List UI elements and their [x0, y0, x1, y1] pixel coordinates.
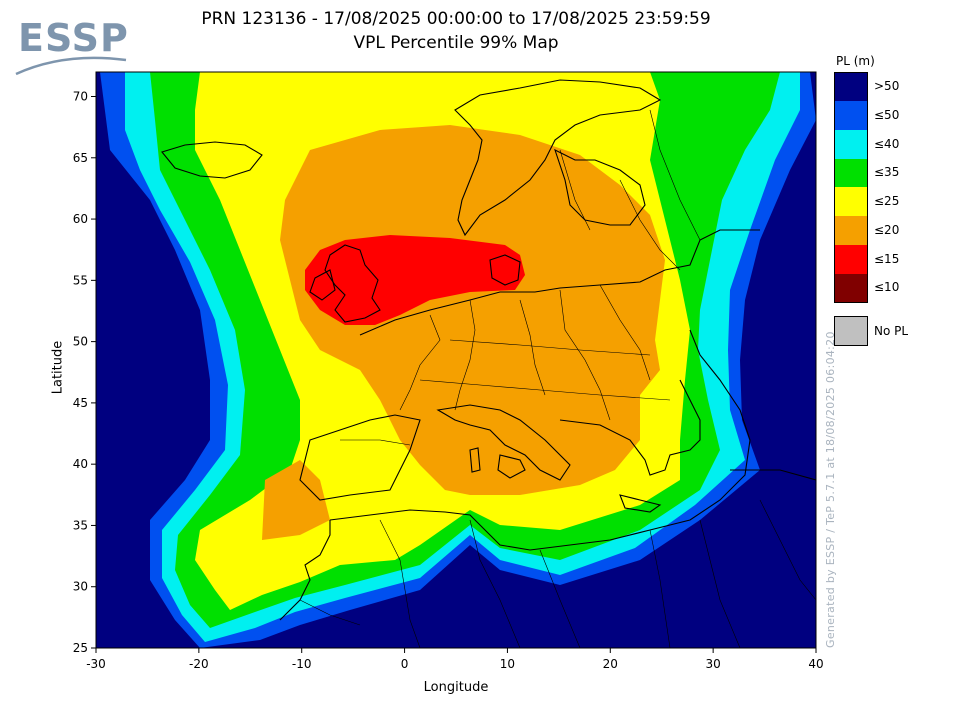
essp-logo: ESSP: [14, 10, 144, 82]
page-title: PRN 123136 - 17/08/2025 00:00:00 to 17/0…: [201, 9, 711, 29]
x-tick-label: 30: [706, 657, 721, 671]
zone-le15: [305, 235, 525, 325]
legend-swatch: [834, 100, 868, 130]
legend-swatch: [834, 215, 868, 245]
x-axis-label: Longitude: [423, 680, 489, 695]
y-tick-label: 35: [73, 518, 88, 532]
x-tick-label: 20: [603, 657, 618, 671]
y-tick-label: 55: [73, 273, 88, 287]
y-axis-label: Latitude: [50, 340, 66, 395]
legend-title: PL (m): [836, 54, 875, 68]
logo-text: ESSP: [18, 16, 129, 60]
legend-label: ≤25: [874, 194, 900, 208]
legend-swatch: [834, 187, 868, 216]
x-tick-label: -30: [86, 657, 106, 671]
y-tick-label: 60: [73, 212, 88, 226]
legend-swatch: [834, 273, 868, 303]
map-plot-area: [96, 72, 816, 648]
y-tick-label: 40: [73, 457, 88, 471]
y-tick-label: 30: [73, 580, 88, 594]
legend-label: ≤20: [874, 222, 900, 237]
x-tick-label: 10: [500, 657, 515, 671]
legend-swatch: [834, 72, 868, 101]
coastlines: [161, 79, 816, 621]
x-tick-label: 40: [808, 657, 823, 671]
legend-label: >50: [874, 79, 900, 93]
no-pl-label: No PL: [874, 324, 909, 338]
plot-frame: [95, 71, 817, 649]
y-axis-ticks: 25 30 35 40 45 50 55 60 65 70: [73, 90, 96, 655]
legend-label: ≤35: [874, 165, 900, 180]
page-subtitle: VPL Percentile 99% Map: [353, 33, 559, 53]
no-pl-swatch: [834, 316, 868, 346]
country-borders: [299, 109, 816, 648]
zone-le20: [262, 125, 665, 540]
y-tick-label: 45: [73, 396, 88, 410]
legend-swatch: [834, 129, 868, 159]
y-tick-label: 25: [73, 641, 88, 655]
y-tick-label: 65: [73, 151, 88, 165]
y-tick-label: 50: [73, 335, 88, 349]
y-tick-label: 70: [73, 90, 88, 104]
legend-label: ≤10: [874, 280, 900, 295]
x-axis-ticks: -30 -20 -10 0 10 20 30 40: [86, 648, 824, 671]
legend-label: ≤40: [874, 136, 900, 151]
legend-label: ≤15: [874, 251, 900, 266]
legend-swatch: [834, 158, 868, 188]
logo-swoosh-icon: [15, 56, 127, 76]
x-tick-label: 0: [401, 657, 409, 671]
x-tick-label: -10: [292, 657, 312, 671]
legend-label: ≤50: [874, 107, 900, 122]
x-tick-label: -20: [189, 657, 209, 671]
legend-swatch: [834, 244, 868, 274]
